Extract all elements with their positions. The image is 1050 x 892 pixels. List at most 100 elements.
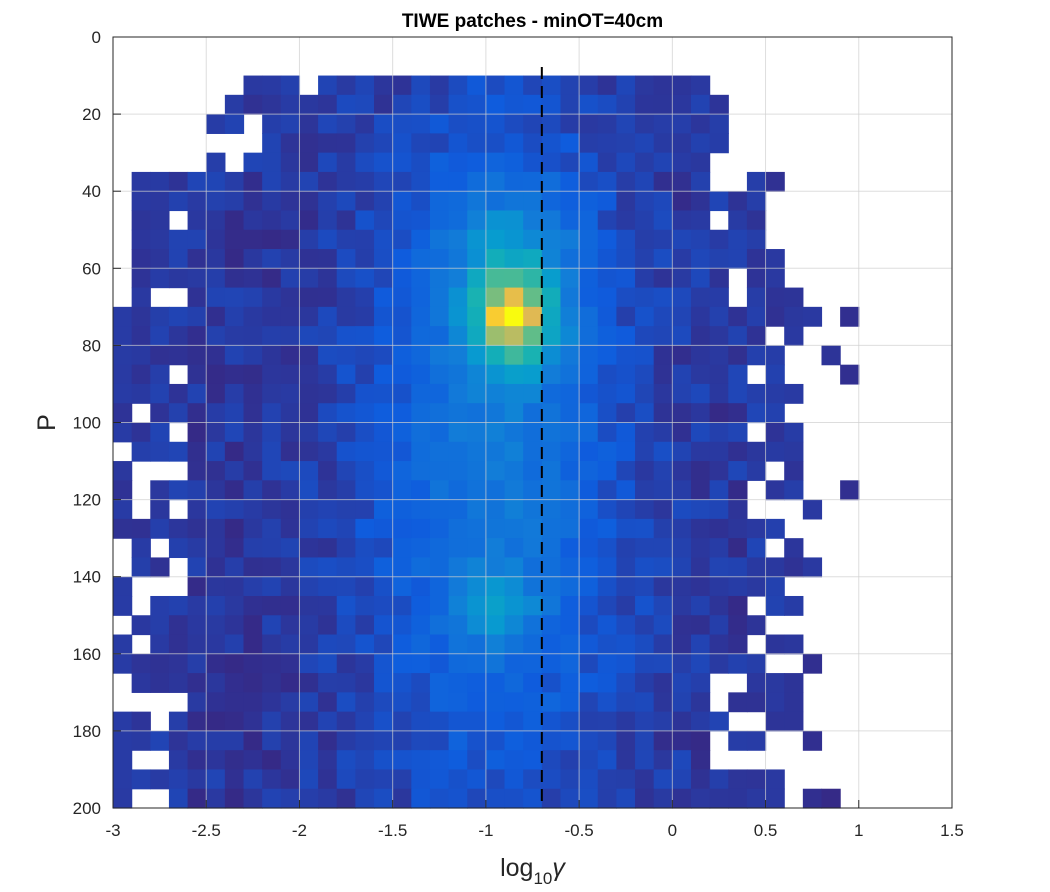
heatmap-cell [374,788,394,809]
heatmap-cell [653,383,673,404]
heatmap-cell [113,576,133,597]
heatmap-cell [206,499,226,520]
heatmap-cell [504,287,524,308]
heatmap-cell [429,441,450,462]
heatmap-cell [411,287,431,308]
heatmap-cell [672,383,692,404]
heatmap-cell [802,653,823,674]
heatmap-cell [299,750,319,771]
heatmap-cell [224,653,245,674]
heatmap-cell [224,345,245,366]
heatmap-cell [653,557,673,578]
heatmap-cell [485,538,506,559]
heatmap-cell [485,249,506,269]
heatmap-cell [336,499,356,520]
heatmap-cell [765,171,785,192]
heatmap-cell [113,345,133,366]
heatmap-cell [168,306,189,327]
heatmap-cell [243,326,263,347]
heatmap-cell [579,268,599,289]
heatmap-cell [411,538,431,559]
heatmap-cell [392,557,412,578]
x-tick-label: 0 [668,821,677,840]
heatmap-cell [672,518,692,539]
heatmap-cell [243,191,263,212]
heatmap-cell [187,730,207,751]
heatmap-cell [504,499,524,520]
heatmap-cell [429,152,450,173]
heatmap-cell [168,750,189,771]
heatmap-cell [299,441,319,462]
heatmap-cell [635,673,655,693]
heatmap-cell [429,422,450,443]
heatmap-cell [784,383,804,404]
heatmap-cell [690,673,711,693]
heatmap-cell [131,518,151,539]
heatmap-cell [131,306,151,327]
heatmap-cell [523,306,543,327]
heatmap-cell [672,653,692,674]
heatmap-cells [113,75,860,809]
heatmap-cell [411,114,431,134]
heatmap-cell [709,634,729,655]
heatmap-cell [280,673,301,693]
heatmap-cell [635,557,655,578]
heatmap-cell [653,345,673,366]
heatmap-cell [579,480,599,501]
heatmap-cell [579,383,599,404]
heatmap-cell [168,249,189,269]
heatmap-cell [485,403,506,424]
y-tick-label: 0 [92,28,101,47]
heatmap-cell [579,557,599,578]
heatmap-cell [392,788,412,809]
heatmap-cell [429,461,450,481]
heatmap-cell [262,268,282,289]
heatmap-cell [653,422,673,443]
heatmap-cell [616,152,636,173]
heatmap-cell [280,480,301,501]
heatmap-cell [784,441,804,462]
heatmap-cell [206,422,226,443]
heatmap-cell [299,653,319,674]
heatmap-cell [411,326,431,347]
heatmap-cell [597,364,617,385]
heatmap-cell [150,518,170,539]
heatmap-cell [280,634,301,655]
heatmap-cell [709,595,729,616]
heatmap-cell [616,75,636,96]
heatmap-cell [224,383,245,404]
x-axis-label: log10γ [500,854,566,888]
heatmap-cell [523,750,543,771]
heatmap-cell [355,191,375,212]
heatmap-cell [728,249,748,269]
heatmap-cell [318,383,338,404]
heatmap-cell [243,480,263,501]
heatmap-cell [746,403,767,424]
heatmap-cell [653,249,673,269]
heatmap-cell [392,461,412,481]
heatmap-cell [392,268,412,289]
heatmap-cell [616,422,636,443]
heatmap-cell [411,653,431,674]
heatmap-cell [709,364,729,385]
heatmap-cell [467,538,487,559]
y-tick-label: 20 [82,105,101,124]
heatmap-cell [485,441,506,462]
heatmap-cell [150,306,170,327]
heatmap-cell [690,441,711,462]
heatmap-cell [448,306,468,327]
heatmap-cell [243,769,263,790]
heatmap-cell [280,403,301,424]
heatmap-cell [709,287,729,308]
heatmap-cell [374,730,394,751]
heatmap-cell [504,576,524,597]
heatmap-cell [224,595,245,616]
heatmap-cell [280,595,301,616]
heatmap-cell [355,249,375,269]
heatmap-cell [485,788,506,809]
heatmap-cell [504,364,524,385]
heatmap-cell [355,210,375,231]
heatmap-cell [635,114,655,134]
heatmap-cell [206,268,226,289]
